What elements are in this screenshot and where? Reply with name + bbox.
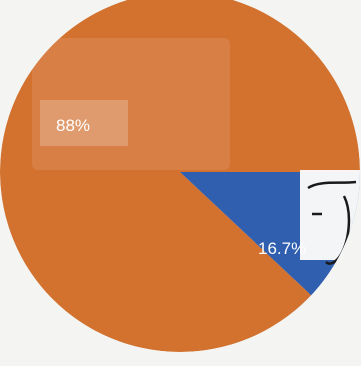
slice-label-blue: 16.7%: [258, 239, 306, 258]
slice-label-orange: 88%: [56, 116, 90, 135]
pie-body: [0, 0, 360, 352]
glare-highlight: [32, 38, 230, 170]
slice-label-box-orange: [40, 100, 128, 146]
pie-slice-orange: [0, 0, 360, 352]
